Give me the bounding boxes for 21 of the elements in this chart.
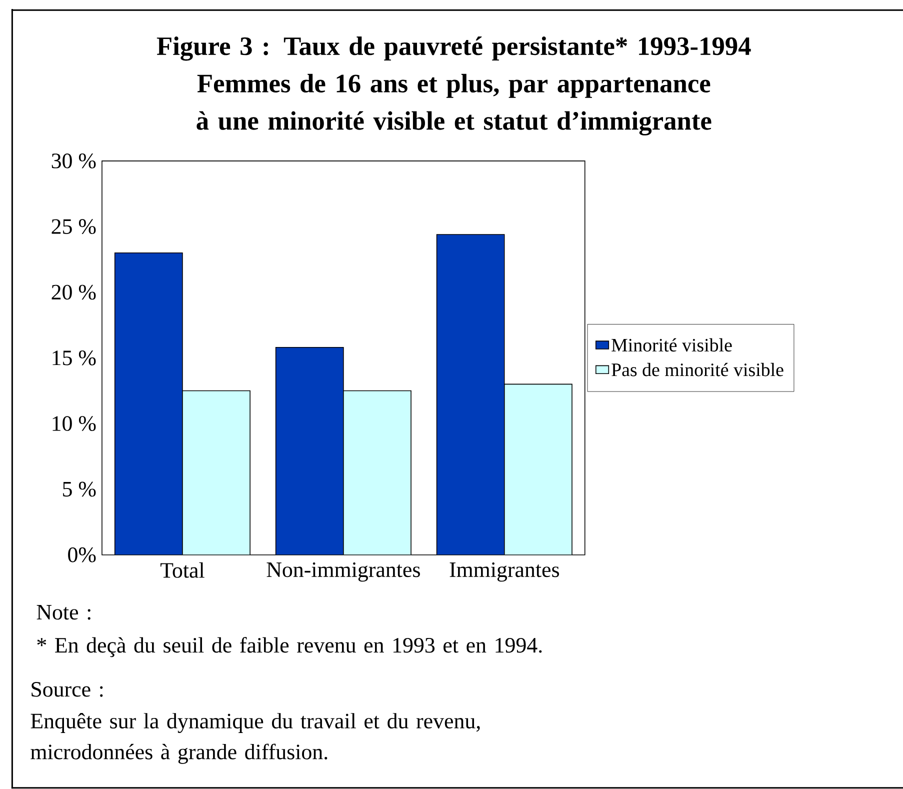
y-tick-label: 5 % xyxy=(63,482,96,497)
y-tick-label: 0% xyxy=(68,548,96,562)
source-note: Source : xyxy=(32,682,103,697)
text: * En deçà du seuil de faible revenu en 1993 et en 1994. xyxy=(37,637,542,658)
bar xyxy=(504,384,572,555)
x-tick-label: Total xyxy=(160,562,204,578)
bar xyxy=(343,390,412,555)
y-tick-label: 30 % xyxy=(52,154,96,168)
y-tick-label: 10 % xyxy=(52,416,96,432)
text: Note : xyxy=(36,605,90,620)
x-tick-label: Immigrantes xyxy=(450,562,559,582)
legend-label: Pas de minorité visible xyxy=(612,362,784,376)
y-tick-label: 15 % xyxy=(52,350,96,366)
text: Enquête sur la dynamique du travail et du revenu, microdonnées à grande diffusion. xyxy=(30,713,480,764)
bar xyxy=(182,390,250,555)
y-tick-label: 25 % xyxy=(52,219,96,234)
chart-subtitle: Femmes de 16 ans et plus, par appartenance à une minorité visible et statut d’immigrante xyxy=(196,74,712,136)
y-tick-label: 20 % xyxy=(52,284,96,300)
x-tick-label: Non-immigrantes xyxy=(266,562,420,582)
legend-label: Minorité visible xyxy=(612,338,732,352)
chart-title: Figure 3 : Taux de pauvreté persistante* 1993-1994 xyxy=(156,36,751,61)
